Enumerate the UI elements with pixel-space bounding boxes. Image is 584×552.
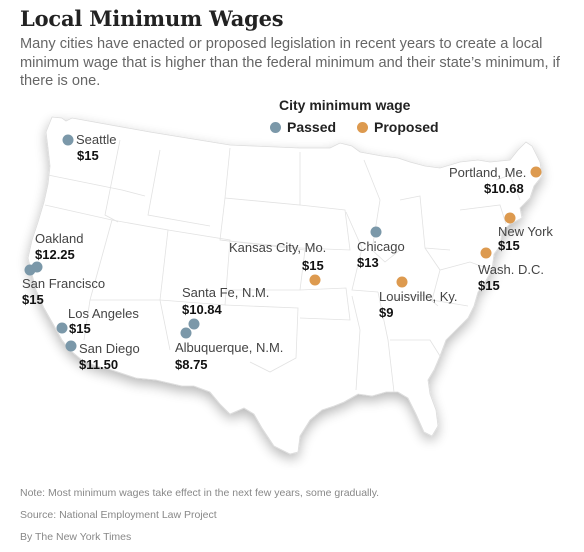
- city-name-portland: Portland, Me.: [449, 165, 527, 180]
- city-name-los-angeles: Los Angeles: [68, 306, 139, 321]
- city-wage-san-diego: $11.50: [79, 357, 119, 372]
- city-wage-washington-dc: $15: [478, 278, 500, 293]
- state-borders: [44, 139, 521, 393]
- legend-passed: Passed: [270, 119, 336, 135]
- city-wage-seattle: $15: [77, 148, 99, 163]
- city-name-santa-fe: Santa Fe, N.M.: [182, 285, 270, 300]
- footer-note: Note: Most minimum wages take effect in …: [20, 487, 380, 499]
- city-marker-chicago: [370, 226, 382, 238]
- city-name-seattle: Seattle: [76, 132, 117, 147]
- city-marker-washington-dc: [480, 247, 492, 259]
- city-wage-portland: $10.68: [484, 181, 524, 196]
- footer-credit: By The New York Times: [20, 531, 132, 543]
- city-name-chicago: Chicago: [357, 239, 405, 254]
- city-marker-louisville: [396, 276, 408, 288]
- city-name-oakland: Oakland: [35, 231, 84, 246]
- passed-dot-icon: [270, 121, 281, 133]
- city-marker-san-diego: [65, 340, 77, 352]
- city-name-kansas-city: Kansas City, Mo.: [229, 240, 327, 255]
- city-wage-albuquerque: $8.75: [175, 357, 208, 372]
- city-marker-santa-fe: [188, 318, 200, 330]
- city-marker-seattle: [62, 134, 74, 146]
- city-name-washington-dc: Wash. D.C.: [478, 262, 544, 277]
- city-wage-san-francisco: $15: [22, 292, 44, 307]
- city-wage-louisville: $9: [379, 305, 394, 320]
- legend-proposed-label: Proposed: [374, 119, 439, 135]
- city-marker-kansas-city: [309, 274, 321, 286]
- city-wage-chicago: $13: [357, 255, 379, 270]
- city-wage-kansas-city: $15: [302, 258, 324, 273]
- city-name-san-diego: San Diego: [79, 341, 140, 356]
- city-marker-los-angeles: [56, 322, 68, 334]
- city-name-san-francisco: San Francisco: [22, 276, 106, 291]
- city-wage-oakland: $12.25: [35, 247, 75, 262]
- us-landmass: [27, 116, 543, 455]
- city-name-new-york: New York: [498, 224, 553, 239]
- city-markers: [24, 134, 542, 352]
- city-name-albuquerque: Albuquerque, N.M.: [175, 340, 284, 355]
- city-marker-portland: [530, 166, 542, 178]
- map-title: Local Minimum Wages: [20, 6, 284, 31]
- legend-proposed: Proposed: [357, 119, 439, 135]
- city-wage-santa-fe: $10.84: [182, 302, 222, 317]
- city-marker-san-francisco: [24, 264, 36, 276]
- city-wage-los-angeles: $15: [69, 321, 91, 336]
- city-name-louisville: Louisville, Ky.: [379, 289, 458, 304]
- footer-source: Source: National Employment Law Project: [20, 509, 217, 521]
- map-subtitle: Many cities have enacted or proposed leg…: [20, 36, 560, 89]
- proposed-dot-icon: [357, 121, 368, 133]
- city-marker-new-york: [504, 212, 516, 224]
- legend-passed-label: Passed: [287, 119, 337, 135]
- city-marker-albuquerque: [180, 327, 192, 339]
- city-wage-new-york: $15: [498, 238, 520, 253]
- legend-title: City minimum wage: [279, 97, 411, 113]
